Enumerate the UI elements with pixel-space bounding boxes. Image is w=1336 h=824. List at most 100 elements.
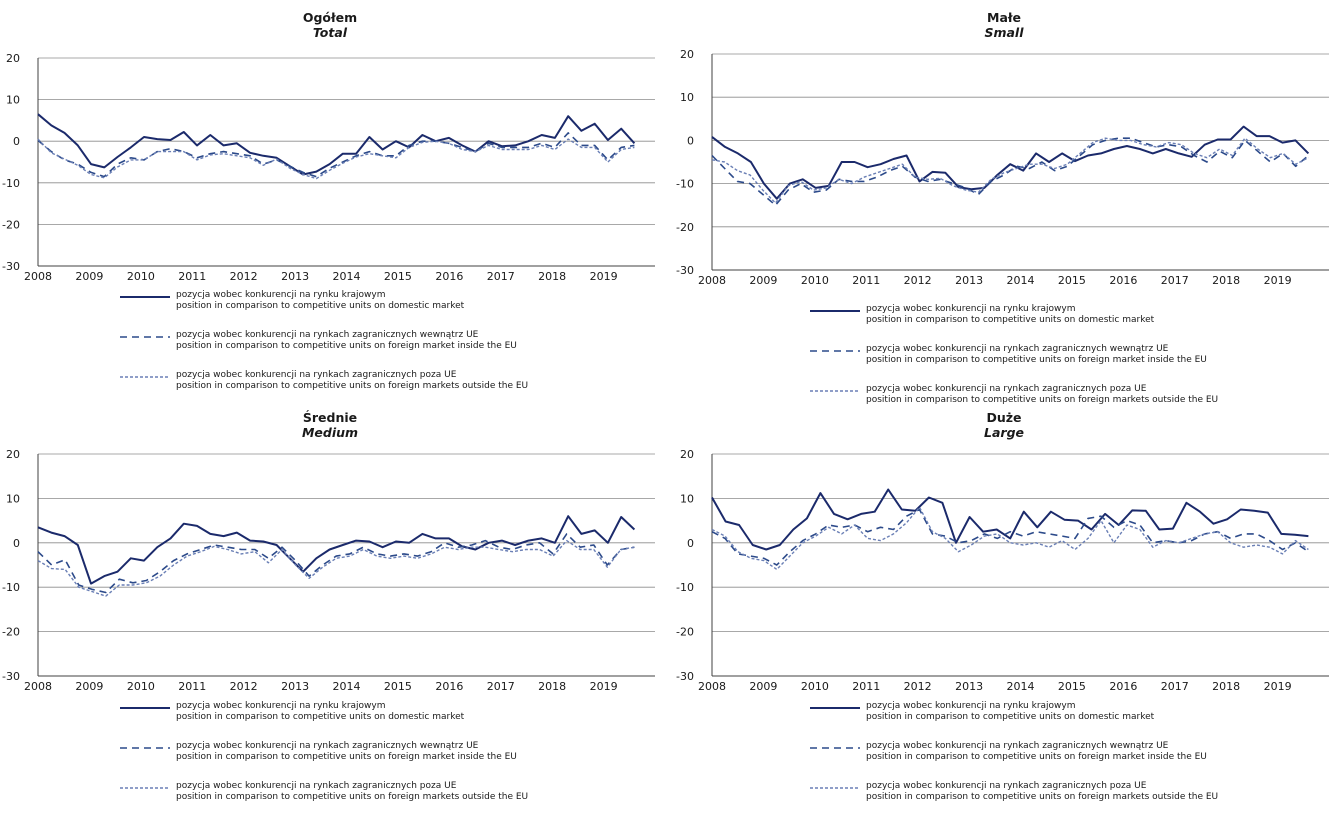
y-tick-label: -20 xyxy=(676,626,694,639)
y-tick-label: 10 xyxy=(6,492,20,505)
legend-label-en: position in comparison to competitive un… xyxy=(176,791,529,802)
x-tick-label: 2014 xyxy=(333,680,361,693)
legend-label-en: position in comparison to competitive un… xyxy=(176,380,529,391)
x-tick-label: 2008 xyxy=(24,270,52,283)
x-tick-label: 2008 xyxy=(24,680,52,693)
legend-swatch-solid xyxy=(120,296,170,298)
x-tick-label: 2011 xyxy=(178,270,206,283)
y-tick-label: 10 xyxy=(680,91,694,104)
y-tick-label: 20 xyxy=(6,52,20,65)
chart-title: Duże xyxy=(986,410,1022,425)
x-tick-label: 2016 xyxy=(435,270,463,283)
chart-subtitle: Large xyxy=(984,425,1024,440)
x-tick-label: 2011 xyxy=(852,274,880,287)
legend-label-en: position in comparison to competitive un… xyxy=(176,340,517,351)
series-line-dashed xyxy=(37,533,635,594)
y-tick-label: 0 xyxy=(687,537,694,550)
chart-subtitle: Total xyxy=(312,25,348,40)
x-tick-label: 2018 xyxy=(1212,274,1240,287)
legend-swatch-fine-dashed xyxy=(120,787,170,789)
x-tick-label: 2019 xyxy=(1264,274,1292,287)
x-tick-label: 2018 xyxy=(538,680,566,693)
x-tick-label: 2010 xyxy=(127,680,155,693)
legend-swatch-fine-dashed xyxy=(120,376,170,378)
y-tick-label: 0 xyxy=(13,135,20,148)
x-tick-label: 2010 xyxy=(801,680,829,693)
chart-panel-medium: Średnie Medium 20 10 0 -10 -20 -30 2008 2009 201… xyxy=(0,400,660,802)
x-tick-label: 2011 xyxy=(178,680,206,693)
series-line-dashed xyxy=(711,508,1309,566)
legend-label-pl: pozycja wobec konkurencji na rynkach zag… xyxy=(176,370,457,380)
chart-title: Średnie xyxy=(302,410,358,425)
y-tick-label: -30 xyxy=(676,670,694,683)
y-tick-label: -30 xyxy=(2,670,20,683)
x-tick-label: 2009 xyxy=(749,274,777,287)
legend-label-en: position in comparison to competitive un… xyxy=(866,711,1155,722)
x-tick-label: 2009 xyxy=(75,680,103,693)
legend-label-pl: pozycja wobec konkurencji na rynku krajo… xyxy=(176,290,386,300)
x-tick-label: 2008 xyxy=(698,680,726,693)
legend-label-en: position in comparison to competitive un… xyxy=(866,791,1219,802)
x-tick-label: 2016 xyxy=(1109,680,1137,693)
x-tick-label: 2019 xyxy=(1264,680,1292,693)
legend-label-pl: pozycja wobec konkurencji na rynku krajo… xyxy=(866,304,1076,314)
x-tick-label: 2011 xyxy=(852,680,880,693)
legend-swatch-dashed xyxy=(120,747,170,749)
y-tick-label: 0 xyxy=(687,134,694,147)
x-tick-label: 2017 xyxy=(487,270,515,283)
legend-swatch-solid xyxy=(810,310,860,312)
x-tick-label: 2014 xyxy=(1007,274,1035,287)
legend-label-en: position in comparison to competitive un… xyxy=(176,751,517,762)
legend-swatch-fine-dashed xyxy=(810,390,860,392)
series-line-solid xyxy=(37,515,636,585)
chart-panel-total: Ogółem Total 20 10 0 -10 -20 -30 2008 2009 2010 2… xyxy=(0,0,660,395)
x-tick-label: 2009 xyxy=(75,270,103,283)
y-tick-label: -10 xyxy=(2,177,20,190)
series-line-solid xyxy=(711,125,1310,200)
y-tick-label: 10 xyxy=(680,492,694,505)
legend-label-pl: pozycja wobec konkurencji na rynkach zag… xyxy=(866,344,1169,354)
x-tick-label: 2015 xyxy=(384,680,412,693)
legend-swatch-fine-dashed xyxy=(810,787,860,789)
x-tick-label: 2019 xyxy=(590,270,618,283)
legend-label-pl: pozycja wobec konkurencji na rynkach zag… xyxy=(176,330,479,340)
x-tick-label: 2013 xyxy=(955,274,983,287)
y-tick-label: -10 xyxy=(2,581,20,594)
y-tick-label: -20 xyxy=(676,221,694,234)
x-tick-label: 2014 xyxy=(1007,680,1035,693)
legend-label-pl: pozycja wobec konkurencji na rynkach zag… xyxy=(176,741,479,751)
x-tick-label: 2018 xyxy=(538,270,566,283)
legend-label-en: position in comparison to competitive un… xyxy=(176,711,465,722)
x-tick-label: 2016 xyxy=(1109,274,1137,287)
series-line-solid xyxy=(37,113,636,176)
y-tick-label: -30 xyxy=(2,260,20,273)
chart-subtitle: Small xyxy=(984,25,1024,40)
legend-label-pl: pozycja wobec konkurencji na rynkach zag… xyxy=(176,781,457,791)
legend-label-pl: pozycja wobec konkurencji na rynkach zag… xyxy=(866,741,1169,751)
x-tick-label: 2012 xyxy=(230,680,258,693)
x-tick-label: 2017 xyxy=(1161,274,1189,287)
x-tick-label: 2008 xyxy=(698,274,726,287)
chart-subtitle: Medium xyxy=(301,425,359,440)
x-tick-label: 2013 xyxy=(955,680,983,693)
x-tick-label: 2012 xyxy=(904,680,932,693)
y-tick-label: 20 xyxy=(680,48,694,61)
legend-label-en: position in comparison to competitive un… xyxy=(866,354,1207,365)
x-tick-label: 2010 xyxy=(801,274,829,287)
legend-swatch-dashed xyxy=(810,747,860,749)
x-tick-label: 2012 xyxy=(904,274,932,287)
x-tick-label: 2019 xyxy=(590,680,618,693)
series-line-dashed xyxy=(711,137,1309,206)
x-tick-label: 2015 xyxy=(1058,274,1086,287)
legend-label-en: position in comparison to competitive un… xyxy=(866,394,1219,405)
series-line-fine-dashed xyxy=(711,506,1309,571)
series-line-fine-dashed xyxy=(37,138,635,180)
x-tick-label: 2012 xyxy=(230,270,258,283)
legend-label-pl: pozycja wobec konkurencji na rynkach zag… xyxy=(866,384,1147,394)
legend-label-en: position in comparison to competitive un… xyxy=(176,300,465,311)
chart-panel-small: Małe Small 20 10 0 -10 -20 -30 2008 2009 2010 201… xyxy=(674,0,1334,405)
x-tick-label: 2014 xyxy=(333,270,361,283)
